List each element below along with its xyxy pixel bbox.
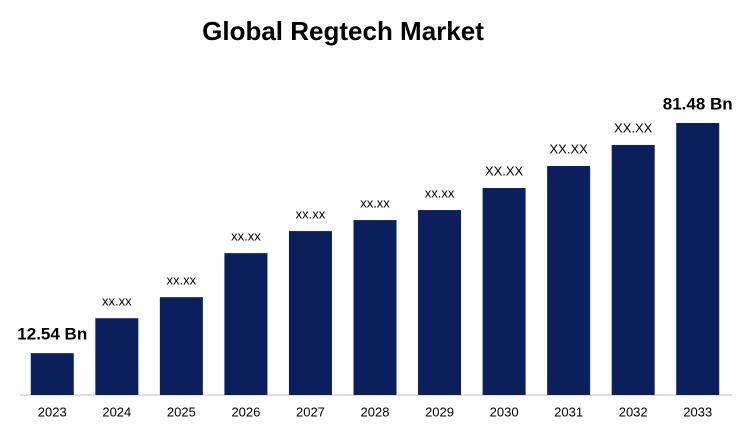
value-label: xx.xx: [231, 229, 261, 244]
value-label: xx.xx: [425, 185, 455, 200]
bar: [611, 144, 655, 395]
value-label: XX.XX: [614, 120, 653, 135]
chart-title: Global Regtech Market: [202, 16, 484, 46]
bar: [482, 188, 526, 395]
value-label: xx.xx: [360, 196, 390, 211]
x-tick-label: 2029: [425, 404, 454, 419]
x-tick-label: 2027: [296, 404, 325, 419]
x-tick-label: 2030: [490, 404, 519, 419]
bar: [353, 220, 397, 395]
value-label: 81.48 Bn: [663, 94, 733, 113]
bar: [159, 297, 203, 395]
x-tick-label: 2033: [683, 404, 712, 419]
bar: [418, 210, 462, 395]
x-tick-label: 2025: [167, 404, 196, 419]
bar: [30, 353, 74, 395]
bar: [547, 165, 591, 395]
value-label: 12.54 Bn: [17, 325, 87, 344]
value-label: xx.xx: [167, 273, 197, 288]
value-label: xx.xx: [296, 207, 326, 222]
value-label: xx.xx: [102, 294, 132, 309]
x-tick-label: 2028: [361, 404, 390, 419]
x-tick-label: 2024: [102, 404, 131, 419]
bar: [676, 123, 720, 395]
bar: [224, 253, 268, 395]
bar: [288, 231, 332, 395]
x-tick-label: 2023: [38, 404, 67, 419]
value-label: XX.XX: [549, 141, 588, 156]
x-tick-label: 2031: [554, 404, 583, 419]
x-tick-label: 2032: [619, 404, 648, 419]
value-label: XX.XX: [485, 163, 524, 178]
x-tick-label: 2026: [231, 404, 260, 419]
bar: [95, 318, 139, 395]
